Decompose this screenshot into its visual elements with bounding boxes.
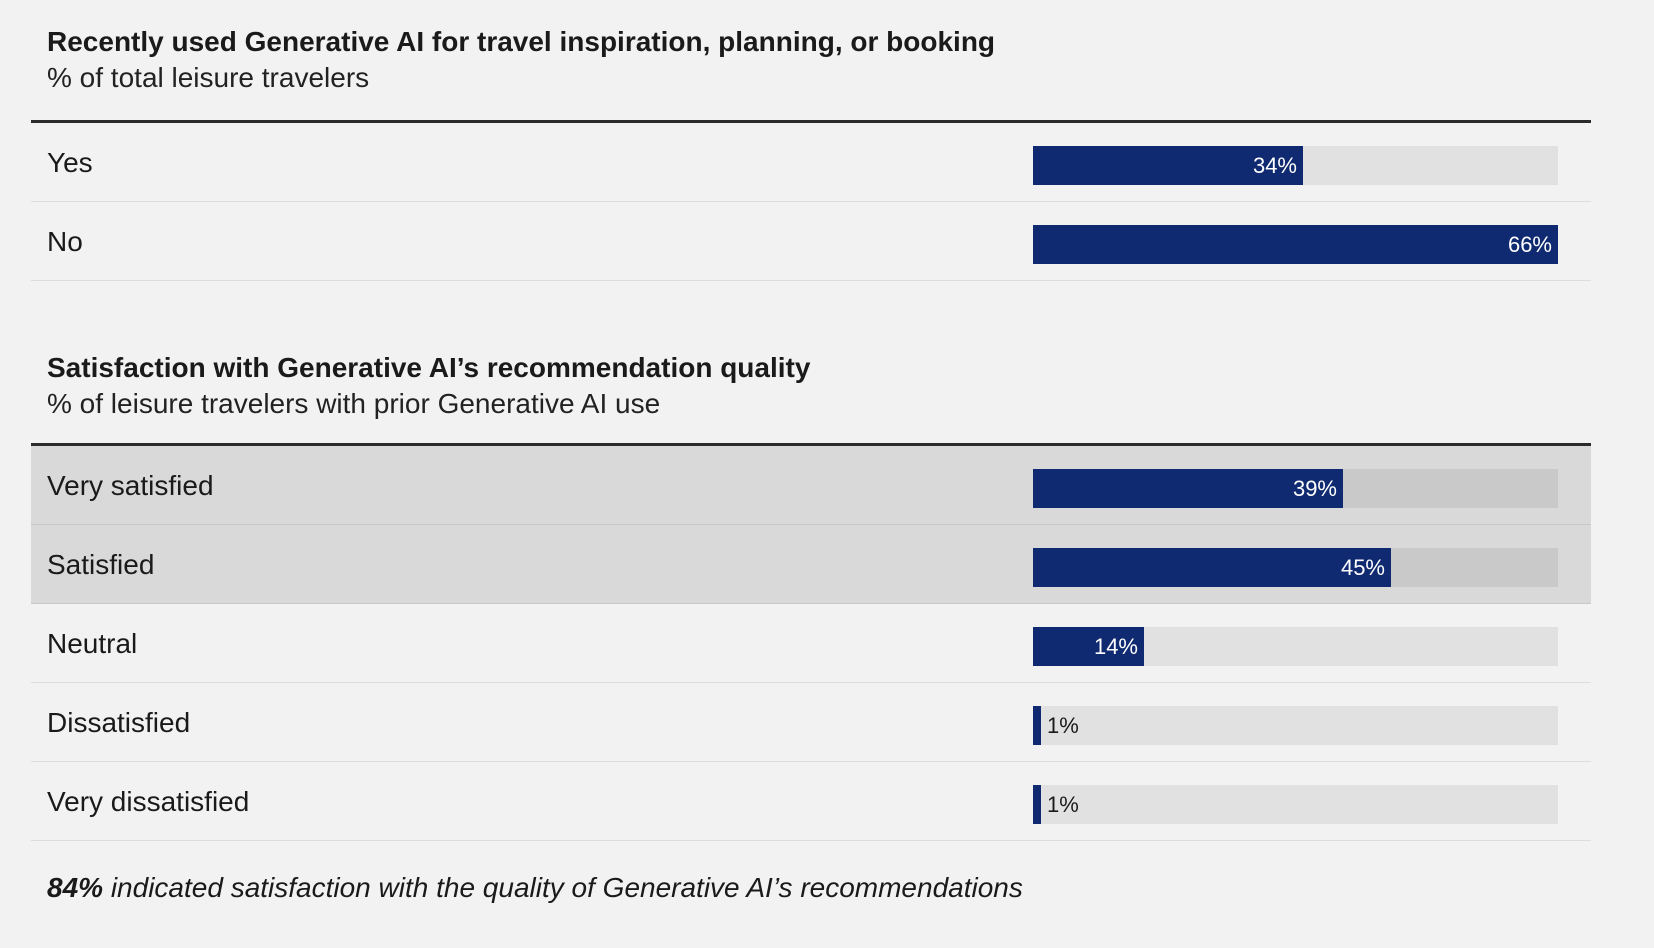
bar-track: 34% (1033, 146, 1558, 185)
data-label: 14% (1093, 634, 1138, 659)
bar (1033, 469, 1343, 508)
bar-rows: Yes 34% No 66% (31, 123, 1591, 281)
footnote: 84% indicated satisfaction with the qual… (47, 872, 1023, 904)
data-label: 34% (1252, 153, 1297, 178)
bar-track: 1% (1033, 706, 1558, 745)
bar-track: 45% (1033, 548, 1558, 587)
bar-row: Satisfied 45% (31, 525, 1591, 604)
category-label: Neutral (47, 628, 138, 659)
bar-track: 1% (1033, 785, 1558, 824)
header-rule (31, 120, 1591, 123)
bar-track: 66% (1033, 225, 1558, 264)
bar (1033, 146, 1303, 185)
bar (1033, 225, 1558, 264)
footnote-text: indicated satisfaction with the quality … (103, 872, 1023, 903)
category-label: No (47, 226, 83, 257)
data-label: 39% (1292, 476, 1337, 501)
category-label: Very dissatisfied (47, 786, 250, 817)
bar-row: Very dissatisfied 1% (31, 762, 1591, 841)
chart-title: Recently used Generative AI for travel i… (47, 26, 996, 57)
bar-row: Yes 34% (31, 123, 1591, 202)
bar-row: Dissatisfied 1% (31, 683, 1591, 762)
chart-subtitle: % of leisure travelers with prior Genera… (47, 388, 661, 419)
category-label: Very satisfied (47, 470, 214, 501)
bar (1033, 706, 1041, 745)
bar-track: 14% (1033, 627, 1558, 666)
bar (1033, 548, 1391, 587)
category-label: Dissatisfied (47, 707, 191, 738)
chart-title: Satisfaction with Generative AI’s recomm… (47, 352, 811, 383)
bar (1033, 785, 1041, 824)
category-label: Yes (47, 147, 93, 178)
bar-row: Neutral 14% (31, 604, 1591, 683)
footnote-emphasis: 84% (47, 872, 104, 903)
category-label: Satisfied (47, 549, 155, 580)
bar-row: Very satisfied 39% (31, 446, 1591, 525)
data-label: 1% (1047, 713, 1079, 738)
bar-rows: Very satisfied 39% Satisfied 45% Neutral 14% D… (31, 446, 1591, 841)
bar (1033, 627, 1144, 666)
data-label: 45% (1340, 555, 1385, 580)
bar-row: No 66% (31, 202, 1591, 281)
header-rule (31, 443, 1591, 446)
chart-subtitle: % of total leisure travelers (47, 62, 370, 93)
bar-track: 39% (1033, 469, 1558, 508)
data-label: 1% (1047, 792, 1079, 817)
data-label: 66% (1507, 232, 1552, 257)
